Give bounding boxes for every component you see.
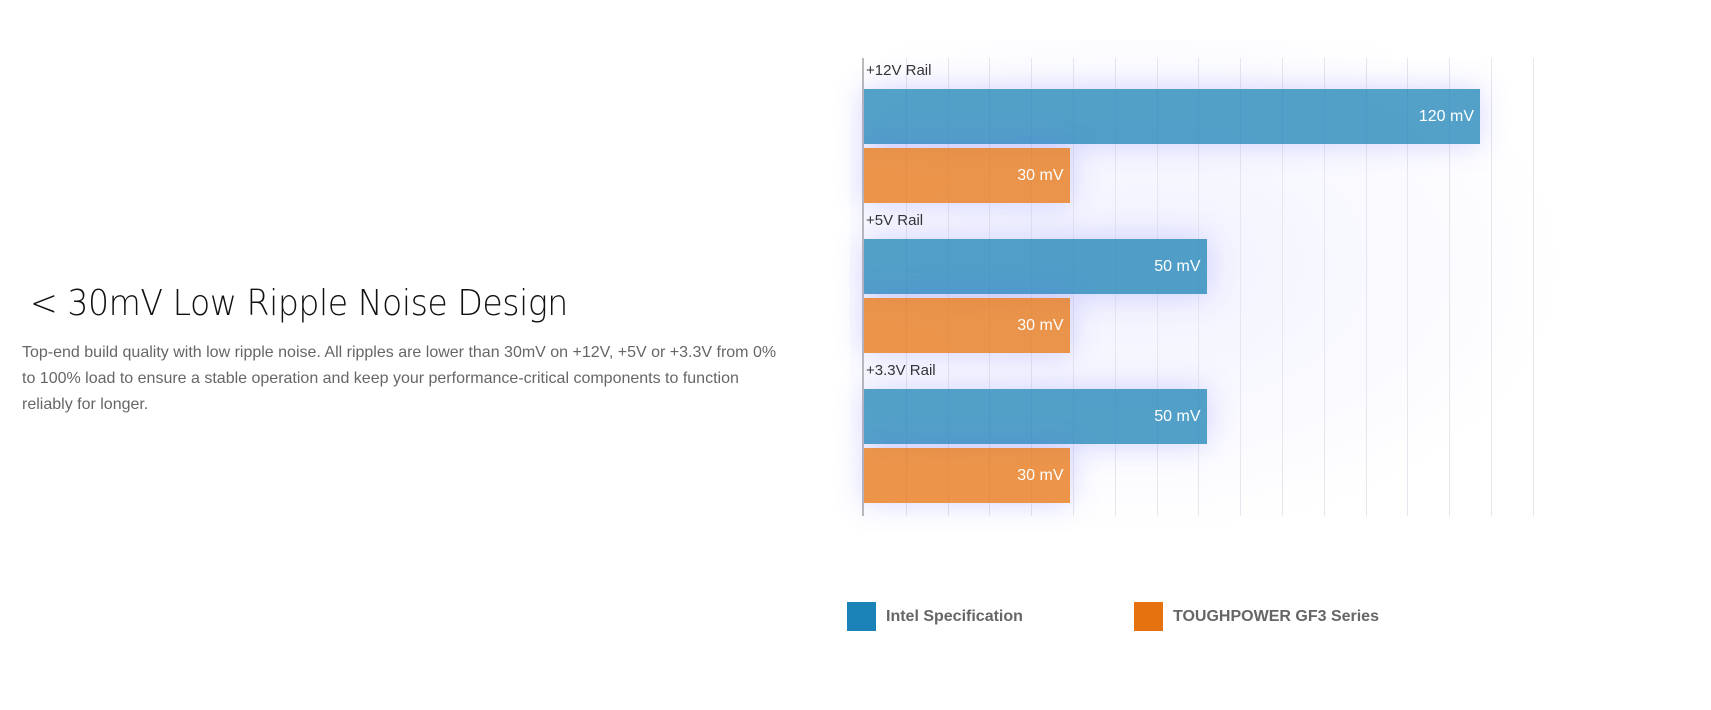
bar-gf3: 30 mV bbox=[864, 148, 1070, 203]
bar-value-label: 30 mV bbox=[1017, 166, 1064, 184]
ripple-bar-chart: +12V Rail 120 mV 30 mV +5V Rail 50 mV 30 mV +3… bbox=[862, 58, 1534, 516]
legend-label-intel: Intel Specification bbox=[886, 607, 1023, 625]
gridline bbox=[1532, 58, 1534, 516]
bar-value-label: 120 mV bbox=[1418, 107, 1474, 125]
bar-value-label: 30 mV bbox=[1017, 316, 1064, 334]
gridline bbox=[1365, 58, 1367, 516]
bar-intel: 50 mV bbox=[864, 239, 1207, 294]
legend-swatch-intel bbox=[847, 602, 876, 631]
legend-item-intel[interactable]: Intel Specification bbox=[847, 602, 1023, 631]
category-label: +3.3V Rail bbox=[866, 362, 936, 379]
y-axis-line bbox=[862, 58, 864, 516]
section-heading: < 30mV Low Ripple Noise Design bbox=[30, 283, 568, 324]
section-description: Top-end build quality with low ripple no… bbox=[22, 344, 777, 413]
category-label: +12V Rail bbox=[866, 62, 932, 79]
bar-value-label: 50 mV bbox=[1154, 407, 1201, 425]
bar-gf3: 30 mV bbox=[864, 448, 1070, 503]
category-label: +5V Rail bbox=[866, 212, 924, 229]
legend-item-gf3[interactable]: TOUGHPOWER GF3 Series bbox=[1134, 602, 1379, 631]
bar-value-label: 30 mV bbox=[1017, 466, 1064, 484]
bar-gf3: 30 mV bbox=[864, 298, 1070, 353]
gridline bbox=[1407, 58, 1409, 516]
bar-value-label: 50 mV bbox=[1154, 257, 1201, 275]
legend-swatch-gf3 bbox=[1134, 602, 1163, 631]
legend-label-gf3: TOUGHPOWER GF3 Series bbox=[1173, 607, 1379, 625]
gridline bbox=[1240, 58, 1242, 516]
gridline bbox=[1323, 58, 1325, 516]
gridline bbox=[1449, 58, 1451, 516]
gridline bbox=[1491, 58, 1492, 516]
bar-intel: 50 mV bbox=[864, 389, 1207, 444]
gridline bbox=[1282, 58, 1283, 516]
bar-intel: 120 mV bbox=[864, 89, 1480, 144]
